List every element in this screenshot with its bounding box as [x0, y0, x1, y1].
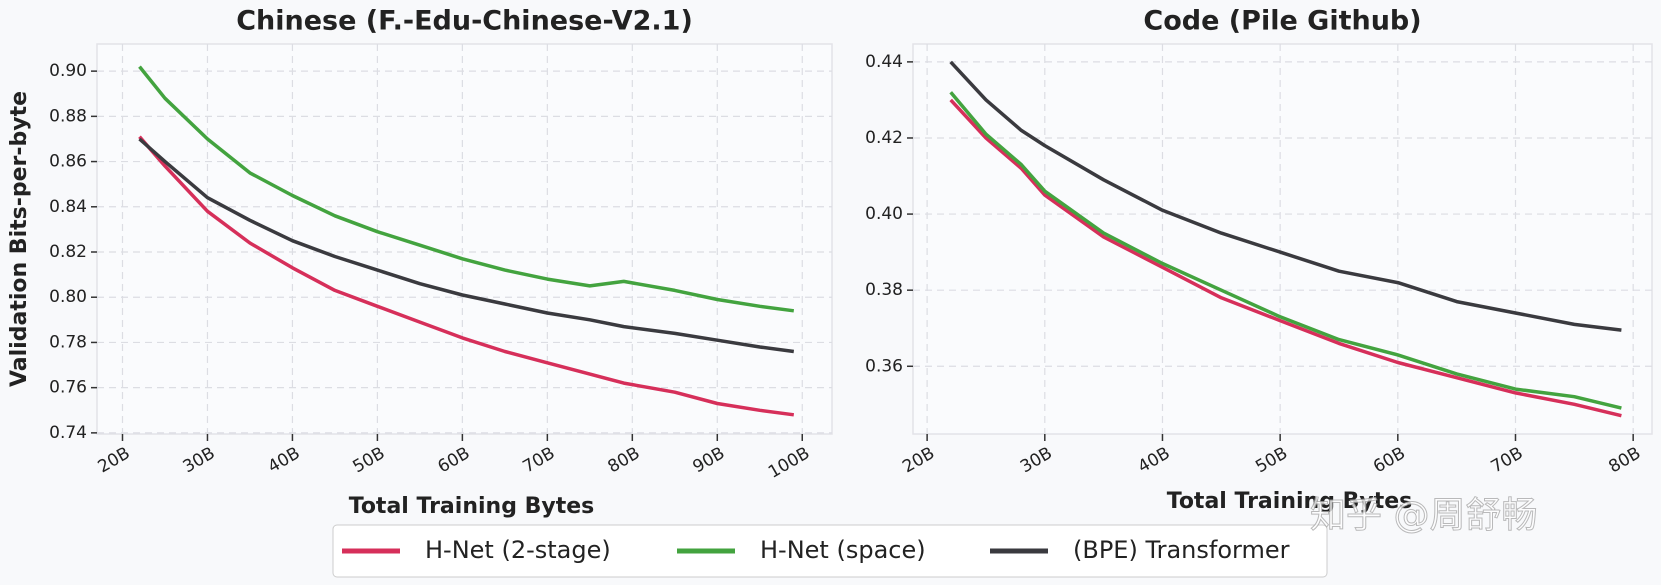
x-axis-label: Total Training Bytes	[349, 494, 595, 519]
y-tick-label: 0.42	[865, 128, 903, 148]
legend-label: H-Net (space)	[760, 536, 926, 564]
x-axis-label: Total Training Bytes	[1167, 489, 1413, 514]
series-line	[949, 98, 1622, 418]
y-tick-label: 0.82	[49, 242, 87, 262]
series-line	[138, 65, 795, 313]
legend-label: H-Net (2-stage)	[425, 536, 611, 564]
series-line	[138, 135, 795, 417]
watermark: 知乎 @周舒畅	[1310, 495, 1537, 536]
y-tick-label: 0.90	[49, 61, 87, 81]
chart-title: Code (Pile Github)	[1143, 6, 1421, 37]
y-tick-label: 0.44	[865, 52, 903, 72]
series-line	[949, 91, 1622, 410]
y-tick-label: 0.38	[865, 280, 903, 300]
legend-box	[332, 524, 1328, 578]
y-tick-label: 0.76	[49, 378, 87, 398]
plot-area	[912, 43, 1653, 435]
y-tick-label: 0.88	[49, 106, 87, 126]
y-tick-label: 0.74	[49, 423, 87, 443]
y-tick-label: 0.40	[865, 204, 903, 224]
y-tick-label: 0.80	[49, 287, 87, 307]
y-tick-label: 0.36	[865, 356, 903, 376]
plot-area	[96, 43, 833, 435]
y-tick-label: 0.86	[49, 152, 87, 172]
y-tick-label: 0.84	[49, 197, 87, 217]
series-line	[949, 60, 1622, 332]
series-line	[138, 137, 795, 354]
legend-label: (BPE) Transformer	[1073, 536, 1290, 564]
y-axis-label: Validation Bits-per-byte	[7, 91, 32, 387]
chart-title: Chinese (F.-Edu-Chinese-V2.1)	[236, 6, 693, 37]
y-tick-label: 0.78	[49, 332, 87, 352]
